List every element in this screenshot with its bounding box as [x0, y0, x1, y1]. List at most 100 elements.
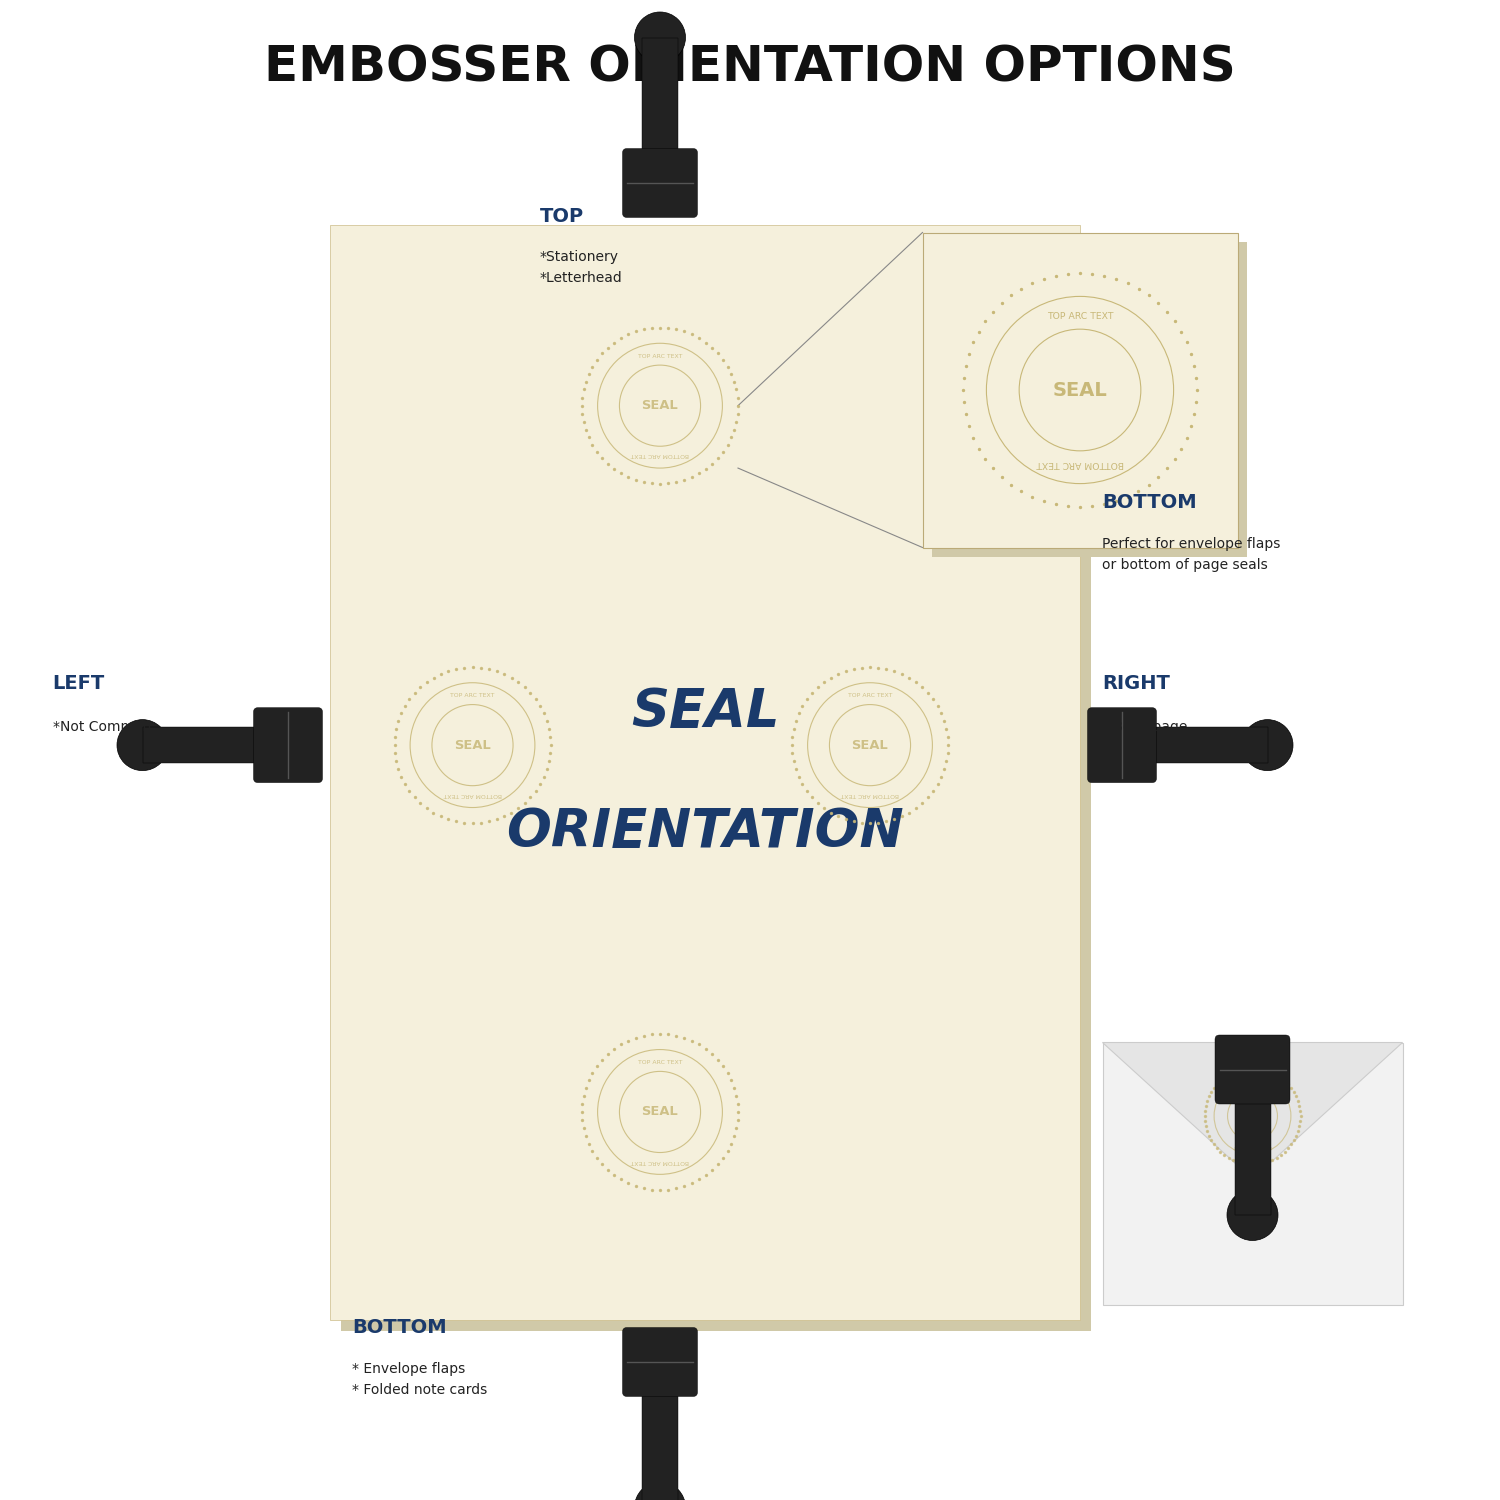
- Text: *Stationery
*Letterhead: *Stationery *Letterhead: [540, 251, 622, 285]
- Point: [827, 662, 850, 686]
- Point: [999, 284, 1023, 308]
- Point: [616, 1172, 640, 1196]
- Point: [834, 807, 858, 831]
- Point: [1264, 1146, 1288, 1170]
- Point: [664, 1176, 688, 1200]
- Point: [507, 670, 531, 694]
- Point: [590, 1152, 613, 1176]
- Point: [932, 758, 956, 782]
- Point: [616, 322, 640, 346]
- Point: [1251, 1058, 1275, 1082]
- Point: [1162, 447, 1186, 471]
- Text: BOTTOM: BOTTOM: [1102, 494, 1197, 512]
- Point: [687, 1032, 711, 1056]
- Point: [834, 658, 858, 682]
- Point: [724, 410, 748, 434]
- Point: [897, 801, 921, 825]
- Point: [981, 300, 1005, 324]
- Point: [1068, 495, 1092, 519]
- Point: [1202, 1076, 1225, 1100]
- Point: [850, 656, 874, 680]
- Point: [519, 786, 543, 810]
- Point: [1032, 267, 1056, 291]
- Point: [780, 741, 804, 765]
- Point: [468, 656, 492, 680]
- Point: [966, 320, 990, 344]
- Point: [858, 656, 882, 680]
- Point: [1288, 1100, 1312, 1124]
- Point: [1044, 264, 1068, 288]
- Point: [580, 1060, 604, 1084]
- Point: [1280, 1132, 1304, 1156]
- Point: [492, 662, 516, 686]
- Point: [706, 1048, 730, 1072]
- Point: [422, 801, 446, 825]
- Point: [874, 810, 898, 834]
- Point: [1288, 1104, 1312, 1128]
- Point: [576, 1068, 600, 1092]
- Point: [1179, 342, 1203, 366]
- Point: [436, 658, 460, 682]
- Point: [1240, 1152, 1264, 1176]
- Point: [1174, 426, 1198, 450]
- Point: [609, 1167, 633, 1191]
- Point: [384, 717, 408, 741]
- Point: [782, 717, 806, 741]
- Point: [572, 1083, 596, 1107]
- Point: [1280, 1076, 1304, 1100]
- Point: [664, 1023, 688, 1047]
- Point: [962, 330, 986, 354]
- Point: [429, 662, 453, 686]
- Point: [382, 734, 406, 758]
- Point: [1226, 1149, 1250, 1173]
- Point: [1245, 1056, 1269, 1080]
- Point: [640, 1178, 664, 1202]
- Point: [819, 666, 843, 690]
- Point: [648, 1022, 672, 1046]
- Point: [700, 1042, 724, 1066]
- Point: [1288, 1108, 1312, 1132]
- Point: [444, 810, 468, 834]
- Point: [1221, 1148, 1245, 1172]
- Point: [936, 724, 960, 748]
- Point: [1056, 495, 1080, 519]
- Point: [780, 734, 804, 758]
- Text: SEAL: SEAL: [454, 738, 490, 752]
- Point: [402, 786, 426, 810]
- Point: [800, 786, 824, 810]
- Point: [1174, 330, 1198, 354]
- Point: [680, 1172, 703, 1196]
- Bar: [1148, 728, 1268, 764]
- Text: BOTTOM ARC TEXT: BOTTOM ARC TEXT: [444, 792, 501, 796]
- FancyBboxPatch shape: [254, 708, 322, 783]
- Point: [572, 410, 596, 434]
- Point: [716, 1138, 740, 1162]
- Point: [609, 1032, 633, 1056]
- Point: [534, 710, 558, 734]
- Point: [1230, 1150, 1254, 1174]
- Bar: [1234, 1095, 1270, 1215]
- Text: RIGHT: RIGHT: [1102, 675, 1170, 693]
- Point: [1216, 1146, 1240, 1170]
- Point: [572, 378, 596, 402]
- Point: [393, 694, 417, 718]
- Point: [453, 810, 477, 834]
- Point: [812, 796, 836, 820]
- Point: [500, 666, 523, 690]
- Text: Perfect for envelope flaps
or bottom of page seals: Perfect for envelope flaps or bottom of …: [1102, 537, 1281, 572]
- Point: [1092, 264, 1116, 288]
- Point: [524, 778, 548, 802]
- Point: [1212, 1143, 1236, 1167]
- Point: [477, 657, 501, 681]
- Point: [477, 810, 501, 834]
- Point: [790, 694, 814, 718]
- Bar: [642, 38, 678, 158]
- Point: [865, 810, 889, 834]
- Point: [648, 471, 672, 495]
- Point: [930, 765, 954, 789]
- Point: [1155, 456, 1179, 480]
- Point: [492, 804, 516, 828]
- Point: [632, 1176, 656, 1200]
- Point: [387, 710, 411, 734]
- Point: [990, 291, 1014, 315]
